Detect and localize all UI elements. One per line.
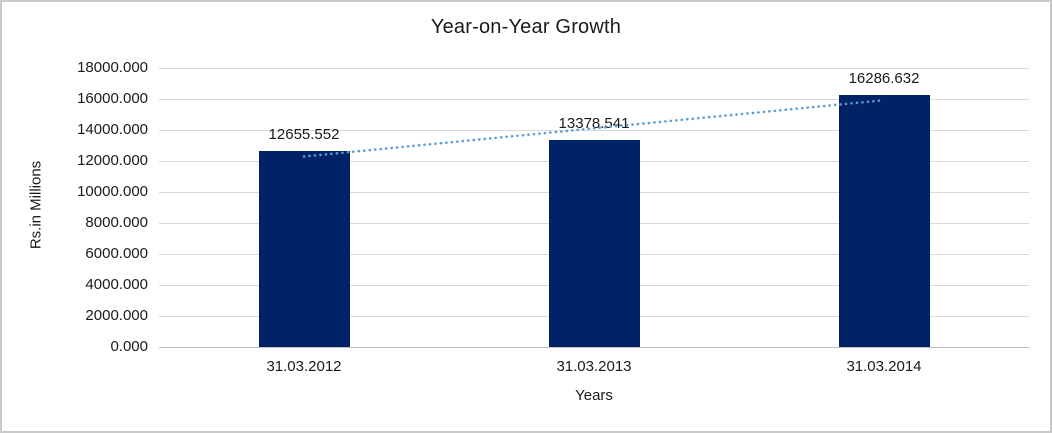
bar-31.03.2012 xyxy=(258,150,350,347)
y-tick-label: 6000.000 xyxy=(85,245,148,262)
x-axis-title: Years xyxy=(575,387,613,404)
y-tick-label: 14000.000 xyxy=(77,121,148,138)
y-tick-label: 10000.000 xyxy=(77,183,148,200)
chart-title: Year-on-Year Growth xyxy=(430,16,622,38)
x-tick-label: 31.03.2014 xyxy=(846,358,922,375)
y-tick-label: 8000.000 xyxy=(85,214,148,231)
y-gridline xyxy=(159,67,1029,69)
y-tick-label: 4000.000 xyxy=(85,276,148,293)
bar-value-label: 13378.541 xyxy=(558,114,630,132)
y-tick-label: 18000.000 xyxy=(77,59,148,76)
bar-value-label: 12655.552 xyxy=(268,125,340,143)
y-tick-label: 0.000 xyxy=(110,338,148,355)
bar-value-label: 16286.632 xyxy=(848,69,920,87)
x-tick-label: 31.03.2012 xyxy=(266,358,342,375)
y-tick-label: 2000.000 xyxy=(85,307,148,324)
y-axis-title: Rs.in Millions xyxy=(27,160,45,250)
y-tick-label: 12000.000 xyxy=(77,152,148,169)
bar-31.03.2013 xyxy=(548,139,640,347)
bar-31.03.2014 xyxy=(838,94,930,347)
x-tick-label: 31.03.2013 xyxy=(556,358,632,375)
y-tick-label: 16000.000 xyxy=(77,90,148,107)
